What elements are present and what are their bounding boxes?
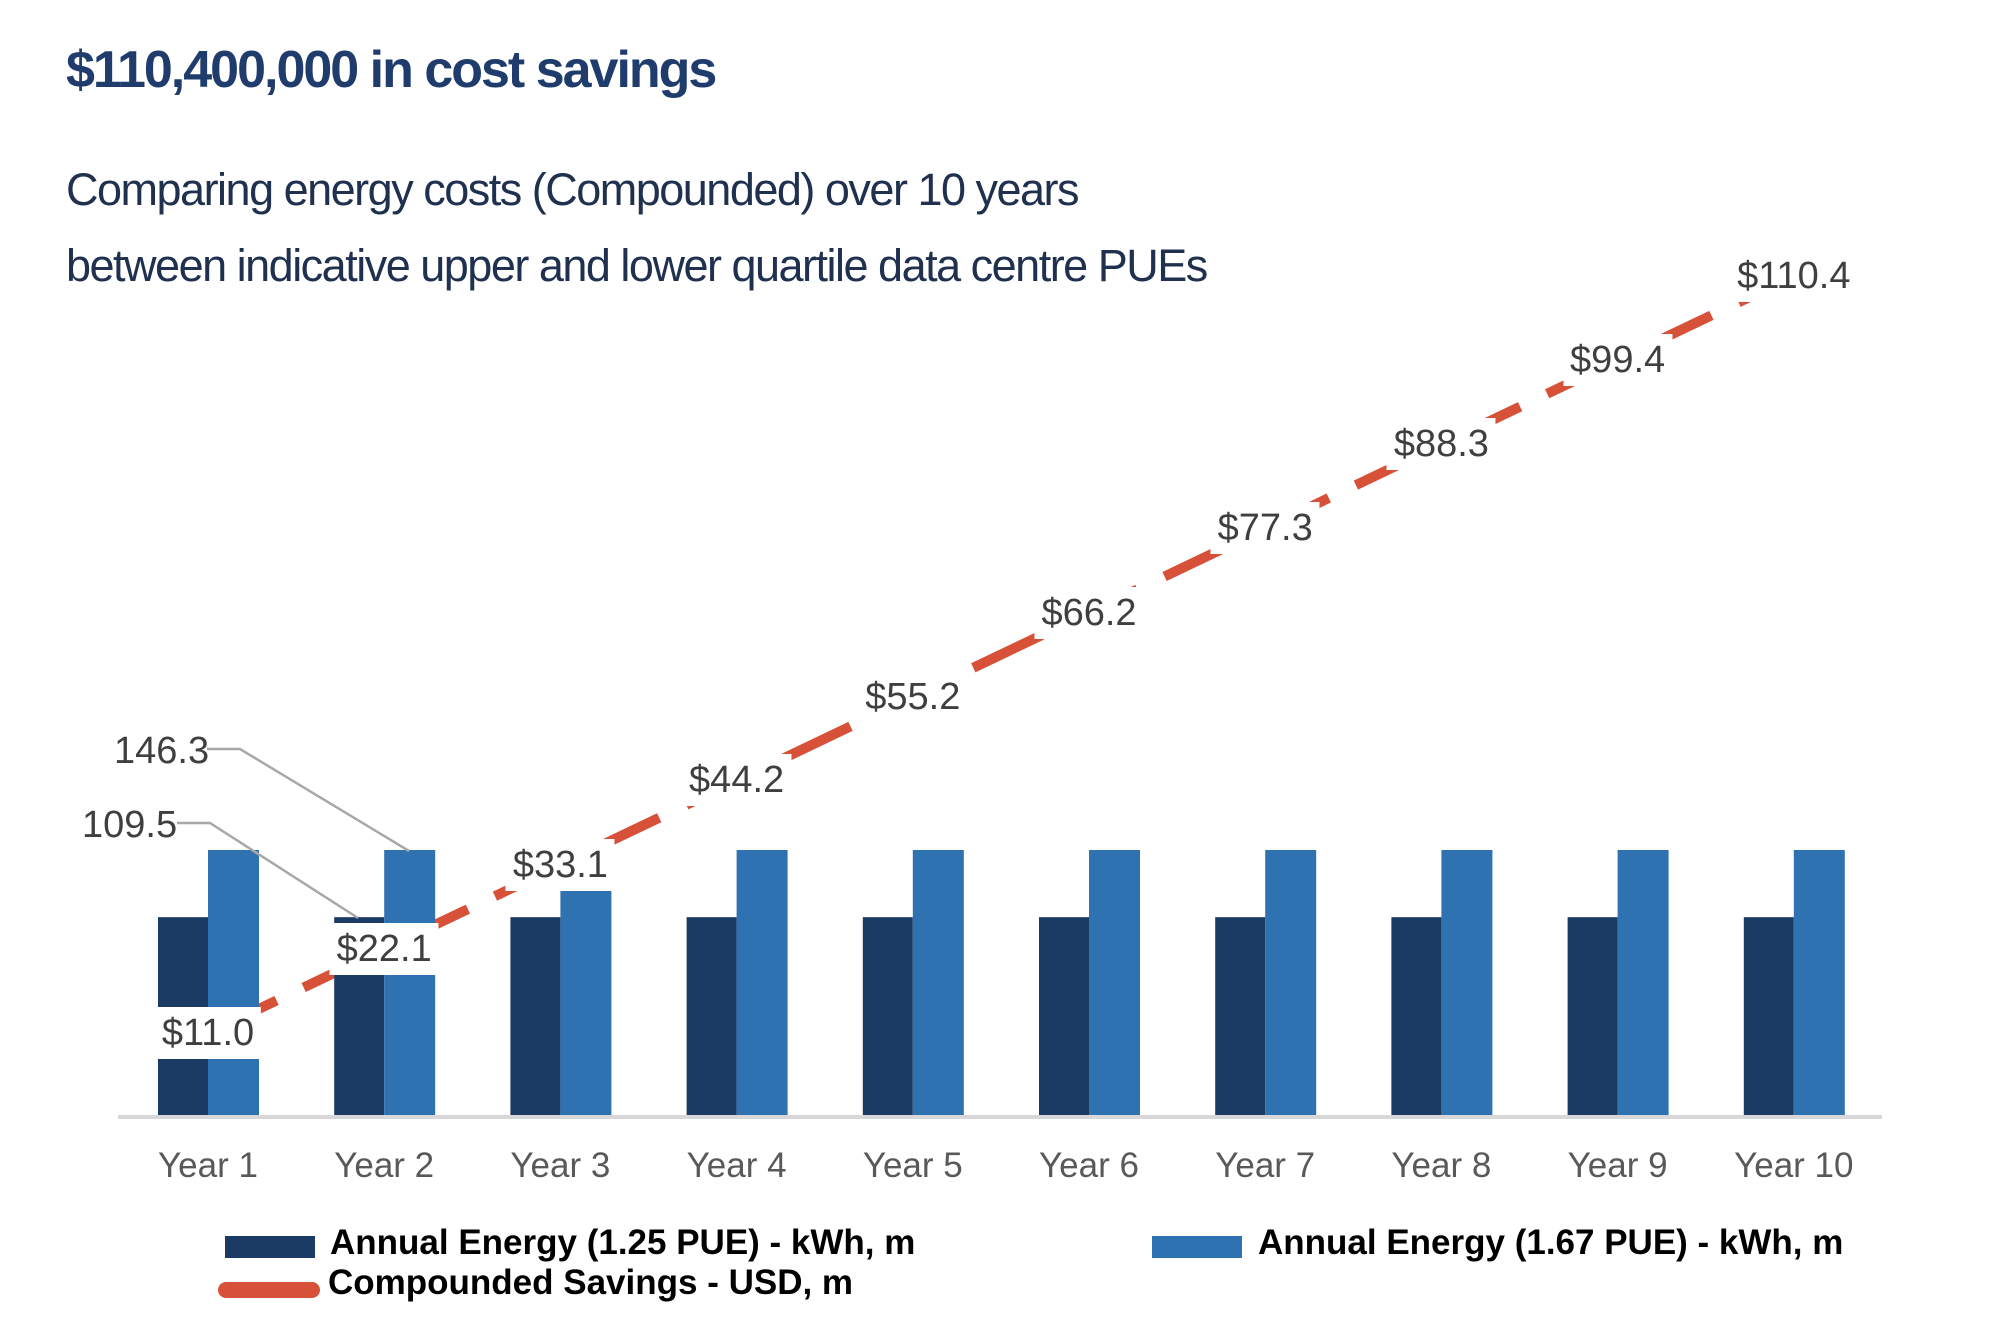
x-axis-label-year-5: Year 5 bbox=[862, 1146, 963, 1185]
bar-1-67-pue-year-7 bbox=[1265, 850, 1317, 1117]
savings-label-year-3: $33.1 bbox=[505, 838, 615, 891]
bar-1-25-pue-year-3 bbox=[510, 917, 561, 1117]
legend-label-compounded-savings: Compounded Savings - USD, m bbox=[328, 1263, 854, 1302]
page-title: $110,400,000 in cost savings bbox=[66, 41, 717, 99]
savings-label-year-10: $110.4 bbox=[1730, 250, 1858, 302]
chart-subtitle-line2: between indicative upper and lower quart… bbox=[66, 240, 1208, 291]
savings-label-year-9: $99.4 bbox=[1563, 333, 1673, 386]
bar-1-67-pue-year-3 bbox=[560, 850, 612, 1117]
savings-label-year-4: $44.2 bbox=[682, 754, 792, 807]
bar-1-67-pue-year-4 bbox=[736, 850, 788, 1117]
bar-1-25-pue-year-10 bbox=[1743, 917, 1794, 1117]
chart-subtitle: Comparing energy costs (Compounded) over… bbox=[66, 152, 1208, 304]
bar-1-67-pue-year-2 bbox=[384, 850, 436, 1117]
legend-label-annual-energy-1-25-pue: Annual Energy (1.25 PUE) - kWh, m bbox=[330, 1223, 916, 1262]
bar-callout-146-3: 146.3 bbox=[114, 730, 210, 772]
bar-1-67-pue-year-5 bbox=[912, 850, 964, 1117]
bar-1-25-pue-year-8 bbox=[1391, 917, 1442, 1117]
leader-line-146-3 bbox=[207, 747, 410, 853]
bar-1-67-pue-year-9 bbox=[1617, 850, 1669, 1117]
bar-callout-109-5: 109.5 bbox=[82, 804, 178, 846]
legend-swatch-compounded-savings bbox=[218, 1282, 320, 1298]
savings-label-year-7: $77.3 bbox=[1210, 502, 1320, 555]
x-axis-label-year-8: Year 8 bbox=[1391, 1146, 1492, 1185]
savings-label-year-5: $55.2 bbox=[858, 670, 968, 723]
bar-1-67-pue-year-6 bbox=[1089, 850, 1140, 1117]
x-axis-label-year-4: Year 4 bbox=[686, 1146, 787, 1185]
savings-label-year-1: $11.0 bbox=[154, 1007, 262, 1060]
bar-1-25-pue-year-4 bbox=[686, 917, 737, 1117]
legend-label-annual-energy-1-67-pue: Annual Energy (1.67 PUE) - kWh, m bbox=[1258, 1223, 1844, 1262]
x-axis-label-year-10: Year 10 bbox=[1734, 1146, 1854, 1185]
bar-1-25-pue-year-9 bbox=[1567, 917, 1618, 1117]
chart-subtitle-line1: Comparing energy costs (Compounded) over… bbox=[66, 164, 1080, 215]
x-axis-label-year-7: Year 7 bbox=[1215, 1146, 1316, 1185]
bar-1-25-pue-year-7 bbox=[1215, 917, 1266, 1117]
legend-swatch-annual-energy-1-67-pue bbox=[1152, 1236, 1242, 1258]
x-axis-label-year-3: Year 3 bbox=[510, 1146, 611, 1185]
bars-group bbox=[158, 850, 1845, 1117]
savings-label-year-6: $66.2 bbox=[1034, 586, 1144, 639]
legend-swatch-annual-energy-1-25-pue bbox=[225, 1236, 315, 1258]
compounded-savings-line bbox=[205, 271, 1796, 1038]
leader-line-109-5 bbox=[177, 821, 359, 920]
x-axis-label-year-1: Year 1 bbox=[158, 1146, 258, 1185]
x-axis-label-year-9: Year 9 bbox=[1567, 1146, 1668, 1185]
x-axis-label-year-6: Year 6 bbox=[1039, 1146, 1139, 1185]
bar-1-67-pue-year-1 bbox=[208, 850, 259, 1117]
bar-1-25-pue-year-5 bbox=[862, 917, 913, 1117]
bar-1-67-pue-year-10 bbox=[1793, 850, 1845, 1117]
savings-label-year-8: $88.3 bbox=[1386, 418, 1496, 471]
bar-1-67-pue-year-8 bbox=[1441, 850, 1493, 1117]
bar-1-25-pue-year-6 bbox=[1039, 917, 1089, 1117]
x-axis-label-year-2: Year 2 bbox=[334, 1146, 435, 1185]
savings-label-year-2: $22.1 bbox=[329, 922, 439, 975]
